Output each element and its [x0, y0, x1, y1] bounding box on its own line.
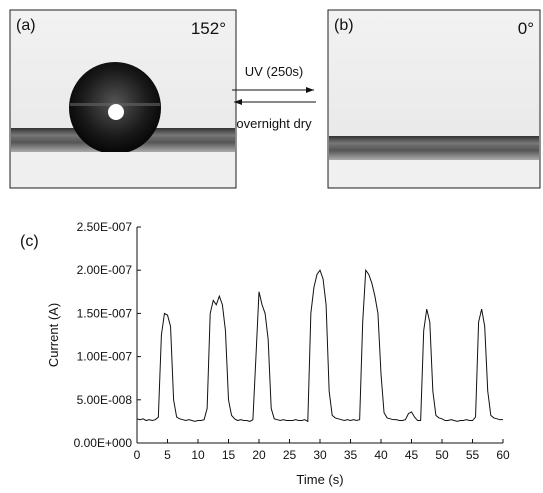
photo-a	[9, 9, 237, 189]
y-tick-label: 5.00E-008	[77, 393, 133, 407]
backward-arrow	[234, 99, 316, 105]
contact-angle: 152°	[191, 19, 226, 38]
x-tick-label: 55	[466, 448, 480, 462]
x-tick-label: 45	[405, 448, 419, 462]
chart: 0.00E+000 5.00E-008 1.00E-007 1.50E-007 2.00…	[46, 220, 510, 487]
x-tick-label: 0	[134, 448, 141, 462]
x-tick-label: 10	[191, 448, 205, 462]
y-axis-label: Current (A)	[46, 303, 61, 367]
y-tick-label: 1.00E-007	[77, 350, 133, 364]
x-tick-label: 40	[374, 448, 388, 462]
panel-label: (a)	[16, 17, 36, 34]
x-tick-label: 35	[344, 448, 358, 462]
x-tick-label: 30	[313, 448, 327, 462]
x-tick-label: 5	[164, 448, 171, 462]
contact-angle: 0°	[518, 19, 534, 38]
panel-label: (c)	[20, 233, 39, 250]
photo-b	[327, 9, 541, 189]
forward-arrow	[232, 87, 314, 93]
x-tick-label: 50	[435, 448, 449, 462]
x-axis-label: Time (s)	[296, 472, 343, 487]
x-tick-label: 60	[496, 448, 510, 462]
x-tick-label: 15	[222, 448, 236, 462]
panel-label: (b)	[334, 17, 354, 34]
y-tick-label: 1.50E-007	[77, 306, 133, 320]
forward-label: UV (250s)	[245, 64, 304, 79]
x-tick-label: 25	[283, 448, 297, 462]
current-trace	[136, 268, 503, 423]
y-tick-label: 0.00E+000	[74, 436, 133, 450]
y-tick-label: 2.50E-007	[77, 220, 133, 234]
y-tick-label: 2.00E-007	[77, 263, 133, 277]
backward-label: overnight dry	[236, 116, 312, 131]
x-tick-label: 20	[252, 448, 266, 462]
